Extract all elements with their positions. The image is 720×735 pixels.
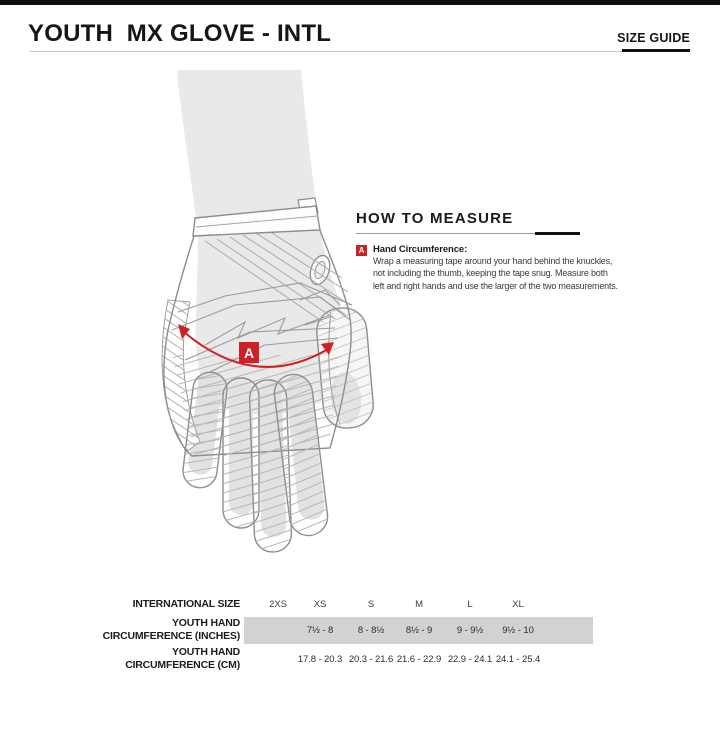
- top-black-bar: [0, 0, 720, 5]
- instruction-line: not including the thumb, keeping the tap…: [373, 268, 608, 279]
- instruction-line: Wrap a measuring tape around your hand b…: [373, 256, 613, 266]
- cm-value-xs: 17.8 - 20.3: [297, 654, 343, 665]
- inches-row-highlight: [244, 617, 593, 644]
- inches-value-l: 9 - 9½: [456, 625, 484, 636]
- glove-measurement-illustration: A: [161, 70, 374, 553]
- inches-value-m: 8½ - 9: [405, 625, 433, 636]
- marker-a-icon: A: [356, 245, 367, 256]
- arm-silhouette: [177, 70, 345, 415]
- inches-value-xs: 7½ - 8: [306, 625, 334, 636]
- size-header-s: S: [367, 599, 375, 610]
- inches-value-s: 8 - 8½: [357, 625, 385, 636]
- instruction-line: left and right hands and use the larger …: [373, 280, 618, 291]
- glove-hand-outline: [163, 227, 352, 457]
- size-header-xs: XS: [313, 599, 327, 610]
- cm-row-label: YOUTH HAND CIRCUMFERENCE (CM): [125, 646, 240, 671]
- cm-value-m: 21.6 - 22.9: [396, 654, 442, 665]
- size-guide-label[interactable]: SIZE GUIDE: [617, 31, 690, 45]
- measurement-arc: [178, 324, 334, 368]
- cm-value-s: 20.3 - 21.6: [348, 654, 394, 665]
- cm-value-xl: 24.1 - 25.4: [495, 654, 541, 665]
- inches-row-label: YOUTH HAND CIRCUMFERENCE (INCHES): [102, 617, 241, 642]
- how-to-measure-section: HOW TO MEASURE A Hand Circumference: Wra…: [356, 210, 618, 292]
- measurement-marker-a: A: [239, 342, 259, 363]
- measure-instruction-item: A Hand Circumference: Wrap a measuring t…: [356, 244, 618, 292]
- how-to-measure-heading: HOW TO MEASURE: [356, 210, 514, 227]
- inches-value-xl: 9½ - 10: [502, 625, 534, 636]
- glove-cuff: [192, 197, 321, 237]
- cm-value-l: 22.9 - 24.1: [447, 654, 493, 665]
- size-header-2xs: 2XS: [269, 599, 287, 610]
- size-header-xl: XL: [512, 599, 524, 610]
- size-header-l: L: [467, 599, 473, 610]
- header-divider-accent: [622, 49, 690, 52]
- table-row-header: INTERNATIONAL SIZE: [132, 598, 241, 610]
- how-to-measure-divider: [356, 232, 580, 235]
- svg-text:A: A: [244, 345, 254, 361]
- header-divider: [30, 51, 690, 52]
- glove-fingers: [182, 371, 329, 553]
- instruction-title: Hand Circumference:: [373, 244, 468, 255]
- page-title: YOUTH MX GLOVE - INTL: [28, 20, 332, 47]
- size-header-m: M: [415, 599, 423, 610]
